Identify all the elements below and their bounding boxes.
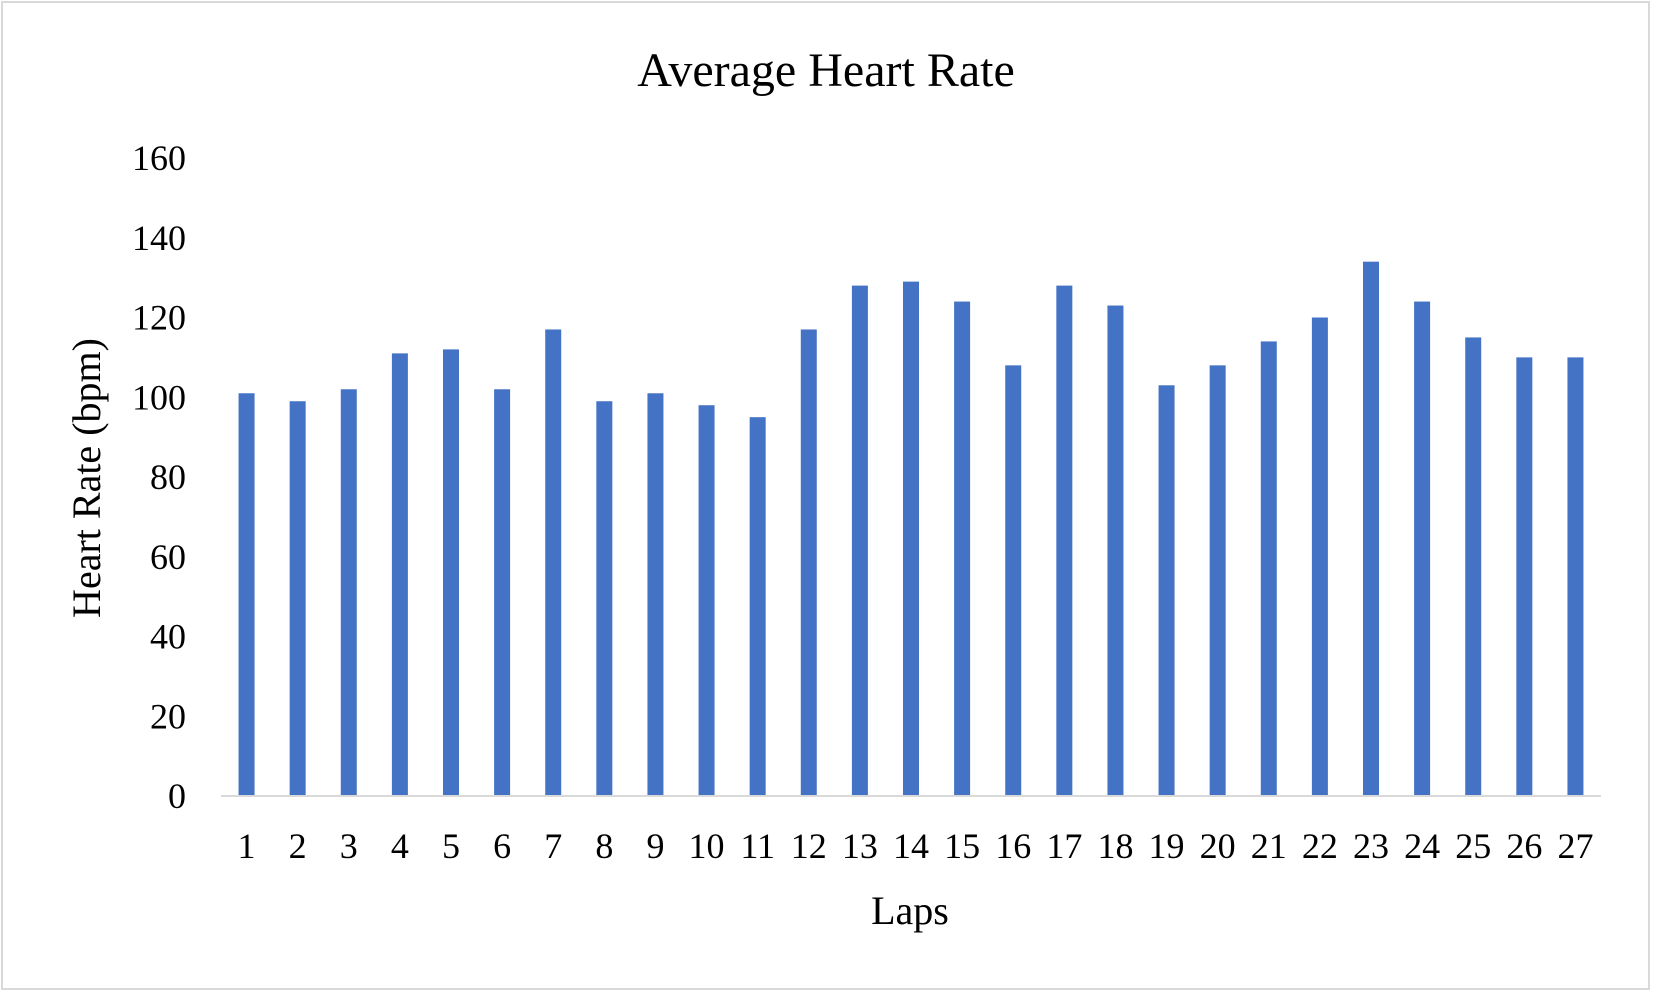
x-axis-label: Laps [871,888,949,933]
y-tick-label: 160 [132,138,186,178]
y-tick-label: 0 [168,776,186,816]
bar [596,401,613,796]
x-tick-label: 10 [689,826,725,866]
x-tick-label: 25 [1455,826,1491,866]
x-tick-label: 7 [544,826,562,866]
y-tick-label: 100 [132,377,186,417]
x-tick-label: 5 [442,826,460,866]
bar [1107,305,1124,796]
y-tick-label: 60 [150,537,186,577]
x-tick-label: 17 [1046,826,1082,866]
y-tick-label: 120 [132,298,186,338]
bar [903,281,919,796]
x-tick-label: 8 [595,826,613,866]
x-tick-label: 18 [1097,826,1133,866]
y-tick-label: 80 [150,457,186,497]
x-tick-label: 4 [391,826,409,866]
x-tick-label: 15 [944,826,980,866]
bar [443,349,459,796]
bar [1209,365,1226,796]
x-tick-label: 11 [740,826,775,866]
bar [545,329,562,796]
chart-title: Average Heart Rate [637,44,1015,97]
x-tick-label: 23 [1353,826,1389,866]
x-tick-label: 21 [1251,826,1287,866]
x-tick-label: 27 [1557,826,1593,866]
x-tick-label: 20 [1200,826,1236,866]
bar [954,301,971,796]
bar [698,405,715,796]
bar [494,389,511,796]
x-tick-labels: 1 2 3 4 5 6 7 8 9 10 11 12 13 14 15 16 17 18 19 20 21 22 23 24 2… [238,826,1594,866]
x-tick-label: 19 [1149,826,1185,866]
bar [647,393,664,796]
bar [1414,301,1431,796]
bar [289,401,306,796]
bar [1363,261,1379,796]
bar [1260,341,1277,796]
bar [1056,285,1073,796]
bar [1516,357,1533,796]
y-tick-labels: 0 20 40 60 80 100 120 140 160 [132,138,186,816]
x-tick-label: 13 [842,826,878,866]
x-tick-label: 14 [893,826,929,866]
x-tick-label: 9 [646,826,664,866]
x-tick-label: 22 [1302,826,1338,866]
x-tick-label: 16 [995,826,1031,866]
x-tick-label: 3 [340,826,358,866]
bar [1465,337,1482,796]
bar [238,393,255,796]
bar [800,329,817,796]
bar [1567,357,1584,796]
bar [340,389,357,796]
bar [1311,317,1328,796]
bar [1158,385,1175,796]
y-axis-label: Heart Rate (bpm) [64,338,109,618]
x-tick-label: 1 [238,826,256,866]
bar [1005,365,1022,796]
bar [851,285,868,796]
x-tick-label: 12 [791,826,827,866]
bar [749,417,766,796]
y-tick-label: 140 [132,218,186,258]
bars [238,261,1584,796]
y-tick-label: 40 [150,617,186,657]
bar [391,353,408,796]
x-tick-label: 26 [1506,826,1542,866]
x-tick-label: 2 [289,826,307,866]
x-tick-label: 6 [493,826,511,866]
x-tick-label: 24 [1404,826,1440,866]
y-tick-label: 20 [150,696,186,736]
